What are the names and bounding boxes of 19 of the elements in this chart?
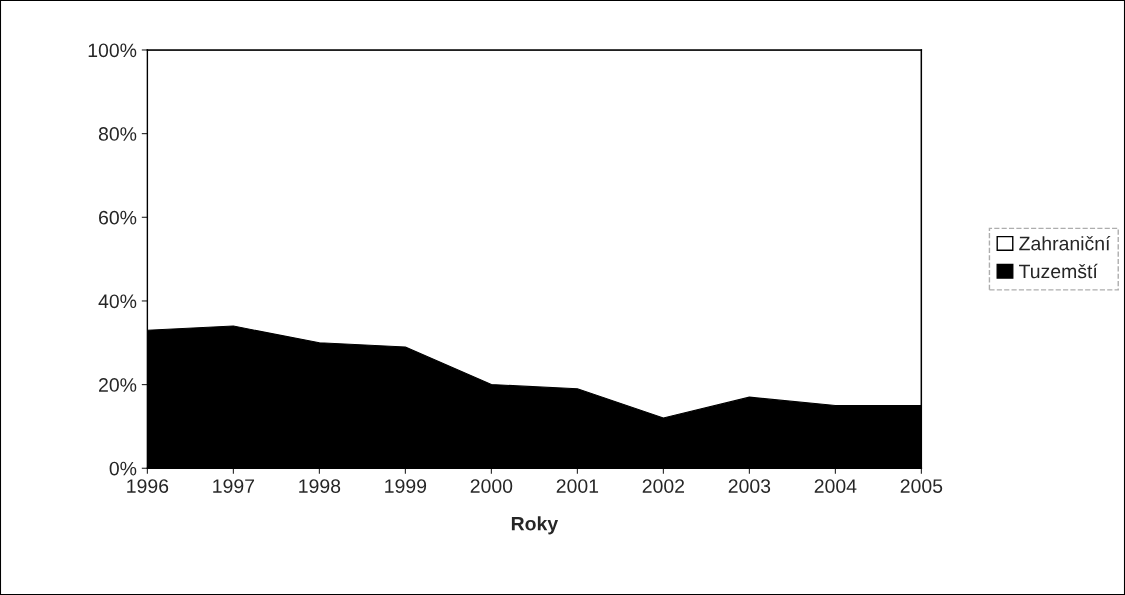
x-tick-label: 2004 xyxy=(814,479,857,493)
x-tick-label: 2001 xyxy=(556,479,599,493)
x-tick-label: 1998 xyxy=(299,479,341,493)
x-tick-label: 1996 xyxy=(127,479,169,493)
x-tick-label: 1999 xyxy=(385,479,427,493)
x-tick-label: 2002 xyxy=(642,479,685,493)
legend-label: Zahraniční xyxy=(1019,235,1111,251)
x-tick-label: 1997 xyxy=(213,479,255,493)
y-tick-label: 0% xyxy=(109,461,137,476)
y-tick-label: 100% xyxy=(88,43,137,58)
x-axis-title: Roky xyxy=(511,516,559,535)
y-tick-label: 80% xyxy=(98,127,137,141)
y-tick-label: 60% xyxy=(99,210,137,225)
x-tick-label: 2000 xyxy=(470,479,513,493)
y-tick-label: 40% xyxy=(98,294,137,309)
x-tick-label: 2005 xyxy=(900,479,943,493)
y-tick-label: 20% xyxy=(99,378,137,392)
legend-label: Tuzemští xyxy=(1019,263,1098,279)
x-tick-label: 2003 xyxy=(728,479,771,493)
